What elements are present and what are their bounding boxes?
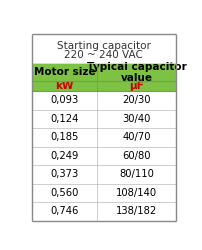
Text: 0,093: 0,093: [50, 95, 79, 105]
Text: Typical capacitor
value: Typical capacitor value: [86, 62, 186, 83]
Text: 0,373: 0,373: [50, 169, 79, 179]
Text: 40/70: 40/70: [122, 132, 151, 142]
Text: 138/182: 138/182: [116, 206, 157, 216]
Text: 60/80: 60/80: [122, 151, 151, 161]
Text: kW: kW: [55, 81, 74, 91]
Text: 0,249: 0,249: [50, 151, 79, 161]
Text: 30/40: 30/40: [122, 114, 150, 124]
Text: 220 ~ 240 VAC: 220 ~ 240 VAC: [64, 50, 143, 60]
Text: 0,185: 0,185: [50, 132, 79, 142]
Text: 20/30: 20/30: [122, 95, 151, 105]
Text: 0,560: 0,560: [50, 188, 79, 198]
Text: 0,746: 0,746: [50, 206, 79, 216]
Text: Starting capacitor: Starting capacitor: [57, 41, 150, 51]
Bar: [32, 64, 176, 81]
Text: 0,124: 0,124: [50, 114, 79, 124]
Bar: [32, 81, 176, 91]
Text: 80/110: 80/110: [119, 169, 154, 179]
Text: Motor size: Motor size: [34, 67, 95, 77]
Text: 108/140: 108/140: [116, 188, 157, 198]
Text: μF: μF: [129, 81, 144, 91]
